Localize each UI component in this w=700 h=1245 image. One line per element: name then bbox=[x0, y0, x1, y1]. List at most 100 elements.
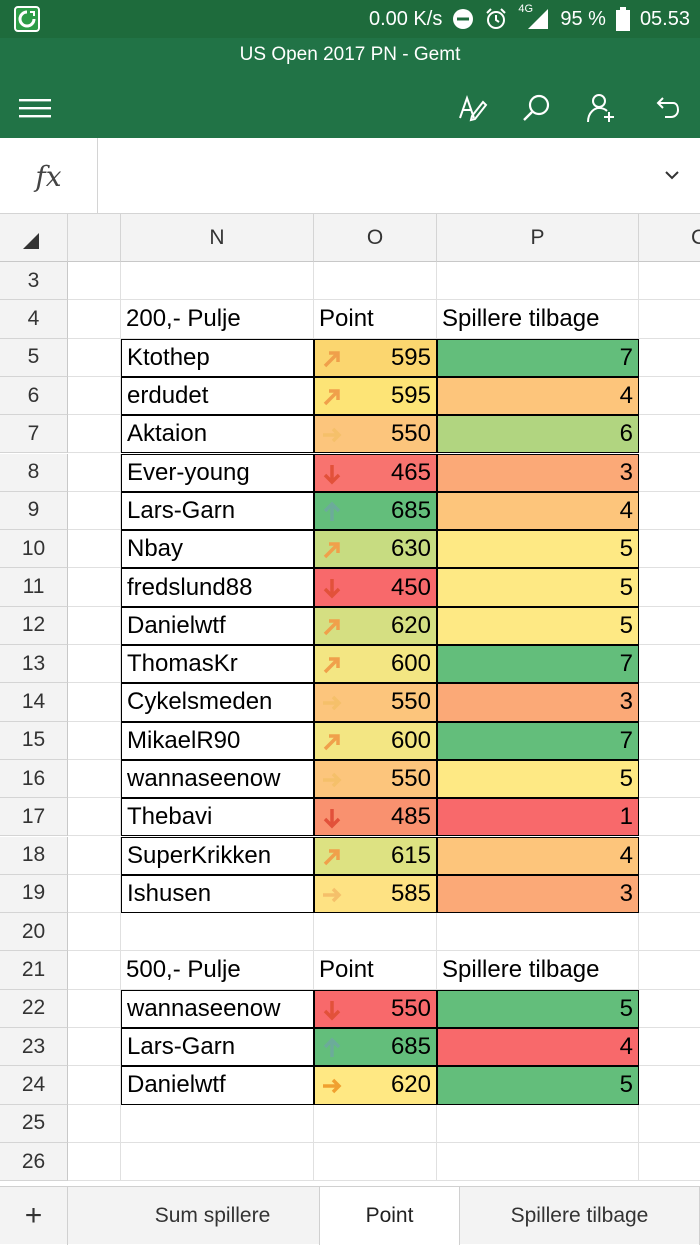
cell-spillere[interactable]: Spillere tilbage bbox=[437, 951, 639, 990]
cell-name[interactable]: Aktaion bbox=[121, 415, 314, 454]
cell-point[interactable]: 450 bbox=[314, 568, 437, 607]
cell-spillere[interactable]: 3 bbox=[437, 683, 639, 722]
cell-spillere[interactable]: 3 bbox=[437, 874, 639, 914]
cell-spillere[interactable]: 5 bbox=[437, 606, 639, 645]
cell-spillere[interactable]: 5 bbox=[437, 759, 639, 799]
cell-spillere[interactable] bbox=[437, 1142, 639, 1182]
row-header[interactable]: 12 bbox=[0, 606, 68, 645]
cell-point[interactable] bbox=[314, 1104, 437, 1143]
row-header[interactable]: 13 bbox=[0, 645, 68, 684]
chevron-down-icon[interactable] bbox=[664, 164, 680, 188]
cell[interactable] bbox=[639, 990, 700, 1028]
cell-name[interactable]: Cykelsmeden bbox=[121, 683, 314, 722]
cell-point[interactable]: 465 bbox=[314, 453, 437, 492]
cell[interactable] bbox=[68, 683, 121, 722]
cell[interactable] bbox=[68, 951, 121, 990]
menu-icon[interactable] bbox=[15, 88, 55, 128]
column-header-n[interactable]: N bbox=[121, 214, 314, 262]
cell[interactable] bbox=[639, 492, 700, 531]
cell-name[interactable]: 500,- Pulje bbox=[121, 951, 314, 990]
cell[interactable] bbox=[68, 568, 121, 607]
cell-name[interactable]: Nbay bbox=[121, 530, 314, 569]
column-header-o[interactable]: O bbox=[314, 214, 437, 262]
search-icon[interactable] bbox=[516, 88, 556, 128]
row-header[interactable]: 9 bbox=[0, 491, 68, 531]
cell-name[interactable]: fredslund88 bbox=[121, 568, 314, 607]
cell-point[interactable]: 595 bbox=[314, 376, 437, 416]
cell-spillere[interactable] bbox=[437, 1104, 639, 1143]
cell-spillere[interactable] bbox=[437, 262, 639, 301]
cell-name[interactable]: Ishusen bbox=[121, 874, 314, 914]
cell-point[interactable]: 685 bbox=[314, 1028, 437, 1067]
undo-icon[interactable] bbox=[645, 88, 685, 128]
cell-point[interactable]: 600 bbox=[314, 645, 437, 684]
cell[interactable] bbox=[639, 300, 700, 339]
cell-name[interactable]: 200,- Pulje bbox=[121, 300, 314, 339]
cell-point[interactable]: Point bbox=[314, 951, 437, 990]
row-header[interactable]: 19 bbox=[0, 874, 68, 914]
column-header-q[interactable]: C bbox=[639, 214, 700, 262]
row-header[interactable]: 18 bbox=[0, 836, 68, 875]
cell[interactable] bbox=[68, 376, 121, 416]
cell-spillere[interactable]: 7 bbox=[437, 645, 639, 684]
cell-spillere[interactable]: 5 bbox=[437, 568, 639, 607]
cell[interactable] bbox=[68, 415, 121, 454]
cell-point[interactable] bbox=[314, 913, 437, 952]
select-all-corner[interactable] bbox=[0, 214, 68, 262]
cell-point[interactable]: 550 bbox=[314, 989, 437, 1028]
edit-draw-icon[interactable] bbox=[452, 88, 492, 128]
formula-input[interactable] bbox=[110, 138, 630, 214]
cell-spillere[interactable]: 3 bbox=[437, 453, 639, 492]
row-header[interactable]: 7 bbox=[0, 415, 68, 454]
cell-name[interactable]: wannaseenow bbox=[121, 989, 314, 1028]
cell-point[interactable]: 620 bbox=[314, 1066, 437, 1105]
cell[interactable] bbox=[68, 606, 121, 645]
cell-point[interactable]: 550 bbox=[314, 415, 437, 454]
cell[interactable] bbox=[68, 262, 121, 301]
cell-spillere[interactable]: 4 bbox=[437, 1028, 639, 1067]
row-header[interactable]: 14 bbox=[0, 683, 68, 722]
cell-spillere[interactable]: 5 bbox=[437, 530, 639, 569]
cell[interactable] bbox=[639, 1028, 700, 1067]
cell-name[interactable]: Lars-Garn bbox=[121, 491, 314, 531]
cell[interactable] bbox=[639, 607, 700, 645]
cell[interactable] bbox=[68, 798, 121, 837]
add-sheet-button[interactable]: + bbox=[0, 1187, 68, 1245]
row-header[interactable]: 10 bbox=[0, 530, 68, 569]
cell[interactable] bbox=[68, 453, 121, 492]
cell[interactable] bbox=[639, 339, 700, 377]
cell[interactable] bbox=[68, 1104, 121, 1143]
cell-name[interactable] bbox=[121, 913, 314, 952]
row-header[interactable]: 4 bbox=[0, 300, 68, 339]
cell[interactable] bbox=[639, 415, 700, 454]
cell-spillere[interactable]: 4 bbox=[437, 376, 639, 416]
cell[interactable] bbox=[639, 722, 700, 760]
cell-name[interactable]: Lars-Garn bbox=[121, 1028, 314, 1067]
cell[interactable] bbox=[639, 262, 700, 301]
cell-point[interactable]: 600 bbox=[314, 721, 437, 760]
cell-spillere[interactable]: 6 bbox=[437, 415, 639, 454]
row-header[interactable]: 15 bbox=[0, 721, 68, 760]
cell-point[interactable]: 620 bbox=[314, 606, 437, 645]
cell-name[interactable]: Thebavi bbox=[121, 798, 314, 837]
cell-name[interactable]: wannaseenow bbox=[121, 759, 314, 799]
cell-spillere[interactable] bbox=[437, 913, 639, 952]
tab-spillere-tilbage[interactable]: Spillere tilbage bbox=[460, 1187, 700, 1245]
cell[interactable] bbox=[68, 1142, 121, 1182]
cell-point[interactable]: 630 bbox=[314, 530, 437, 569]
cell[interactable] bbox=[639, 1105, 700, 1143]
cell-spillere[interactable]: Spillere tilbage bbox=[437, 300, 639, 339]
cell[interactable] bbox=[68, 491, 121, 531]
cell[interactable] bbox=[639, 913, 700, 952]
cell-point[interactable]: Point bbox=[314, 300, 437, 339]
row-header[interactable]: 8 bbox=[0, 453, 68, 492]
cell[interactable] bbox=[639, 1143, 700, 1182]
row-header[interactable]: 21 bbox=[0, 951, 68, 990]
cell-spillere[interactable]: 7 bbox=[437, 721, 639, 760]
cell[interactable] bbox=[639, 530, 700, 569]
cell-spillere[interactable]: 1 bbox=[437, 798, 639, 837]
row-header[interactable]: 6 bbox=[0, 376, 68, 416]
cell[interactable] bbox=[68, 913, 121, 952]
row-header[interactable]: 24 bbox=[0, 1066, 68, 1105]
cell-name[interactable]: erdudet bbox=[121, 376, 314, 416]
